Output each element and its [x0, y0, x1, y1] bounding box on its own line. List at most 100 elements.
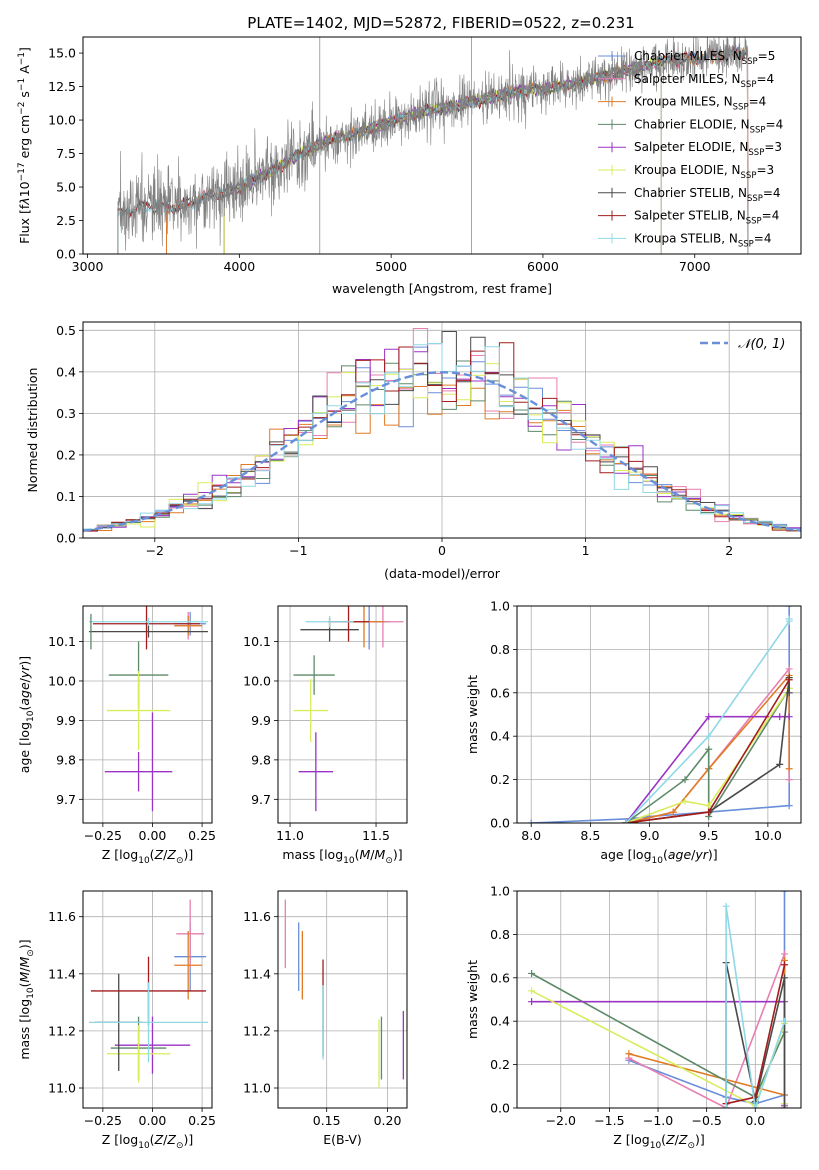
y-tick-label: 0.0: [490, 816, 510, 831]
x-tick-label: 3000: [72, 259, 104, 274]
x-tick-label: 7000: [679, 259, 711, 274]
y-tick-label: 0.2: [56, 447, 76, 462]
y-tick-label: 0.6: [490, 970, 510, 985]
y-tick-label: 11.4: [48, 966, 76, 981]
age_vs_Z-plot-area: [83, 606, 212, 823]
mass_vs_ebv-panel: 0.15 0.20 11.0 11.2 11.4 11.6 E(B-V): [243, 890, 408, 1147]
x-tick-label: −1.5: [594, 1113, 624, 1128]
legend-label: Salpeter STELIB, NSSP=4: [634, 209, 779, 227]
x-tick-label: −0.25: [84, 1113, 122, 1128]
x-axis-label: (data-model)/error: [384, 566, 501, 581]
y-tick-label: 10.1: [243, 634, 271, 649]
axes-frame: [82, 890, 213, 1109]
y-tick-label: 0.0: [490, 1101, 510, 1116]
normal-reference-curve: [83, 371, 801, 532]
x-axis-label: wavelength [Angstrom, rest frame]: [332, 281, 552, 296]
axes-frame: [82, 36, 802, 255]
x-tick-label: 9.5: [699, 828, 719, 843]
y-tick-label: 0.2: [490, 1057, 510, 1072]
plus-marker: [785, 802, 793, 810]
plus-marker: [705, 732, 713, 740]
y-axis-label: Flux [fλ10−17 erg cm−2 s−1 A−1]: [17, 47, 32, 244]
x-axis-label: mass [log10(M/M⊙)]: [282, 847, 402, 866]
plus-marker: [625, 1050, 633, 1058]
x-tick-label: 8.5: [580, 828, 600, 843]
axes-frame: [277, 890, 408, 1109]
y-tick-label: 9.8: [56, 752, 76, 767]
y-tick-label: 10.0: [48, 113, 76, 128]
age_vs_Z-panel: −0.25 0.00 0.25 9.7 9.8 9.9 10.0 10.1 Z [log10(Z…: [17, 605, 216, 866]
y-tick-label: 7.5: [56, 146, 76, 161]
cumulative-line: [531, 606, 790, 823]
y-tick-label: 0.3: [56, 406, 76, 421]
plus-marker: [751, 1104, 759, 1108]
x-tick-label: −1: [289, 543, 307, 558]
mass_vs_ebv-plot-area: [278, 891, 407, 1108]
plus-marker: [722, 1104, 730, 1108]
plus-marker: [785, 689, 793, 697]
x-tick-label: 0.00: [139, 828, 167, 843]
x-tick-label: 1: [582, 543, 590, 558]
y-tick-label: 11.6: [243, 909, 271, 924]
y-tick-label: 5.0: [56, 180, 76, 195]
cumulative_age-panel: 8.0 8.5 9.0 9.5 10.0 0.0 0.2 0.4 0.6 0.8 1.0 age [l…: [465, 599, 802, 866]
histogram-step-line: [83, 342, 801, 532]
legend-label: Chabrier ELODIE, NSSP=4: [634, 117, 783, 135]
spectrum-plot-area: [117, 37, 749, 254]
legend-label: Chabrier STELIB, NSSP=4: [634, 186, 781, 204]
y-tick-label: 11.0: [243, 1081, 271, 1096]
x-tick-label: 0.25: [188, 828, 216, 843]
cumulative_age-plot-area: [517, 606, 801, 823]
x-tick-label: 11.5: [362, 828, 390, 843]
axes-frame: [82, 605, 213, 824]
axes-frame: [516, 605, 802, 824]
x-axis-label: Z [log10(Z/Z⊙)]: [102, 847, 194, 866]
y-tick-label: 1.0: [490, 884, 510, 899]
plus-marker: [785, 776, 793, 784]
plots-group: 3000 4000 5000 6000 70000.02.55.07.510.012.5…: [17, 36, 802, 1151]
y-axis-label: mass weight: [465, 960, 480, 1039]
legend-label: 𝒩(0, 1): [738, 337, 785, 352]
x-tick-label: −0.25: [84, 828, 122, 843]
x-tick-label: −0.5: [691, 1113, 721, 1128]
y-tick-label: 1.0: [490, 599, 510, 614]
y-tick-label: 10.0: [48, 673, 76, 688]
plus-marker: [780, 950, 788, 958]
y-axis-label: Normed distribution: [25, 368, 40, 493]
x-tick-label: 0.20: [374, 1113, 402, 1128]
mass_vs_Z-panel: −0.25 0.00 0.25 11.0 11.2 11.4 11.6 Z [log10(Z/…: [17, 890, 216, 1151]
y-axis-label: age [log10(age/yr)]: [17, 656, 36, 773]
cumulative-line: [625, 688, 790, 823]
plus-marker: [785, 665, 793, 673]
x-tick-label: 0.25: [188, 1113, 216, 1128]
plus-marker: [705, 713, 713, 721]
plus-marker: [705, 802, 713, 810]
plus-marker: [681, 776, 689, 784]
x-tick-label: −2.0: [546, 1113, 576, 1128]
plus-marker: [785, 765, 793, 773]
y-tick-label: 9.7: [251, 792, 271, 807]
x-axis-label: Z [log10(Z/Z⊙)]: [102, 1132, 194, 1151]
x-tick-label: −2: [146, 543, 164, 558]
axes-frame: [82, 321, 802, 539]
y-tick-label: 12.5: [48, 79, 76, 94]
legend-label: Kroupa STELIB, NSSP=4: [634, 231, 772, 249]
residual_histogram-panel: −2 −1 0 1 2 0.0 0.1 0.2 0.3 0.4 0.5 𝒩(0, 1) (data-mo…: [25, 321, 802, 581]
mass_vs_Z-plot-area: [83, 891, 212, 1108]
cumulative_Z-panel: −2.0 −1.5 −1.0 −0.5 0.0 0.0 0.2 0.4 0.6 0.8 1.0 Z […: [465, 884, 802, 1151]
plus-marker: [776, 760, 784, 768]
legend-label: Salpeter ELODIE, NSSP=3: [634, 140, 782, 158]
y-tick-label: 9.8: [251, 752, 271, 767]
y-tick-label: 0.8: [490, 927, 510, 942]
plus-marker: [705, 745, 713, 753]
y-tick-label: 0.0: [56, 531, 76, 546]
y-tick-label: 9.9: [56, 713, 76, 728]
cumulative-line: [625, 666, 790, 823]
plus-marker: [785, 676, 793, 684]
x-axis-label: age [log10(age/yr)]: [600, 847, 717, 866]
y-tick-label: 11.6: [48, 909, 76, 924]
y-tick-label: 0.6: [490, 685, 510, 700]
legend-label: Kroupa MILES, NSSP=4: [634, 95, 766, 113]
y-axis-label: mass [log10(M/M⊙)]: [17, 939, 36, 1059]
